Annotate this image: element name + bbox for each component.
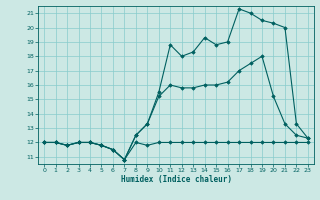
X-axis label: Humidex (Indice chaleur): Humidex (Indice chaleur) (121, 175, 231, 184)
